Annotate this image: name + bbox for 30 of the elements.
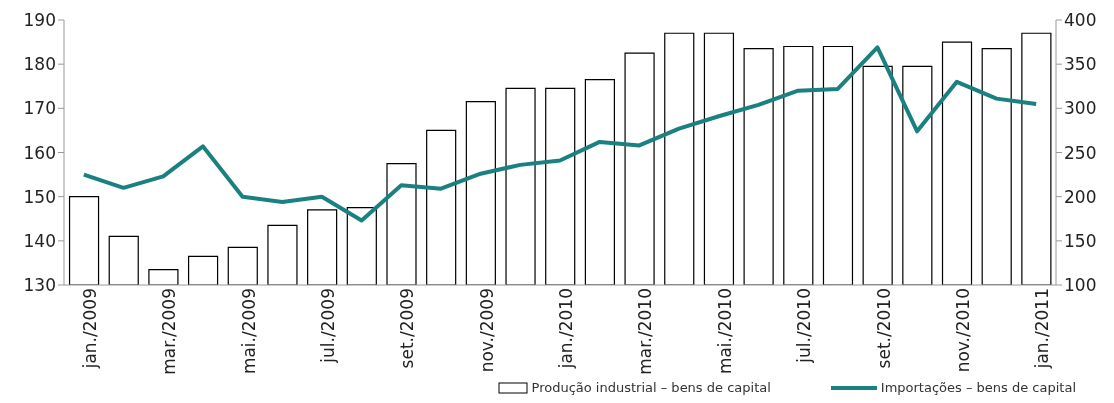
x-tick-label: nov./2009: [476, 288, 497, 373]
y-tick-label: 140: [23, 230, 56, 251]
y-tick-label: 150: [23, 186, 56, 207]
x-tick-label: jul./2009: [317, 288, 338, 364]
y-tick-label: 190: [23, 10, 56, 31]
x-tick-label: set./2009: [397, 288, 418, 369]
legend-label: Importações – bens de capital: [880, 380, 1076, 395]
y-tick-label: 160: [23, 142, 56, 163]
x-tick-label: mai./2010: [714, 288, 735, 375]
x-tick-label: jan./2010: [556, 288, 577, 370]
x-tick-label: nov./2010: [952, 288, 973, 373]
x-tick-label: mar./2009: [159, 288, 180, 375]
x-tick-label: jan./2011: [1032, 288, 1053, 370]
y2-tick-label: 250: [1064, 142, 1097, 163]
y2-tick-label: 150: [1064, 230, 1097, 251]
y2-tick-label: 300: [1064, 98, 1097, 119]
y-tick-label: 130: [23, 275, 56, 296]
line-series: [81, 45, 1039, 223]
y-tick-label: 180: [23, 54, 56, 75]
x-tick-label: mai./2009: [238, 288, 259, 375]
y2-tick-label: 400: [1064, 10, 1097, 31]
x-tick-label: set./2010: [873, 288, 894, 369]
legend-label: Produção industrial – bens de capital: [531, 380, 771, 395]
y2-tick-label: 100: [1064, 275, 1097, 296]
y-tick-label: 170: [23, 98, 56, 119]
x-tick-label: mar./2010: [635, 288, 656, 375]
x-tick-label: jul./2010: [794, 288, 815, 364]
y2-tick-label: 200: [1064, 186, 1097, 207]
y2-tick-label: 350: [1064, 54, 1097, 75]
x-tick-label: jan./2009: [79, 288, 100, 370]
